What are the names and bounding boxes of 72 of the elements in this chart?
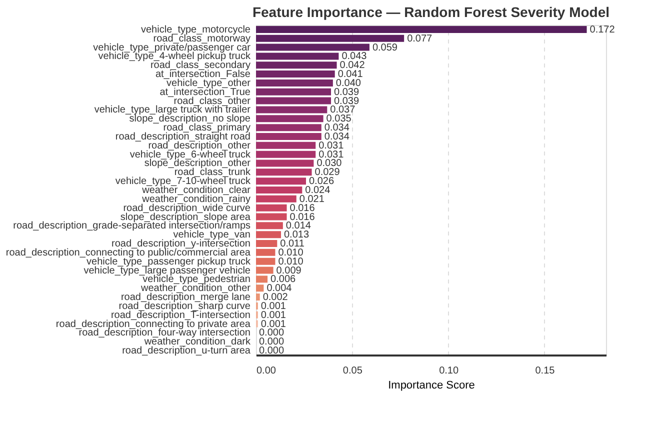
- data-label: 0.011: [280, 238, 305, 250]
- y-tick-label: vehicle_type_passenger pickup truck: [86, 256, 252, 268]
- y-tick-label: slope_description_slope area: [120, 212, 251, 223]
- data-label: 0.021: [299, 194, 325, 205]
- y-tick-label: at_intersection_True: [160, 86, 251, 98]
- y-tick-label: road_description_sharp curve: [118, 300, 251, 312]
- y-tick-label: road_description_wide curve: [123, 202, 251, 214]
- x-axis-title: Importance Score: [388, 380, 475, 392]
- data-label: 0.043: [342, 51, 368, 62]
- data-label: 0.059: [372, 42, 398, 54]
- y-tick-label: slope_description_other: [144, 158, 252, 170]
- x-tick-label: 0.15: [535, 366, 556, 376]
- data-label: 0.010: [278, 247, 304, 258]
- data-label: 0.172: [590, 24, 616, 36]
- y-tick-label: road_class_secondary: [150, 60, 250, 72]
- x-tick-label: 0.05: [342, 366, 363, 376]
- data-label: 0.001: [260, 300, 286, 312]
- data-label: 0.013: [284, 230, 310, 241]
- data-label: 0.009: [276, 265, 302, 276]
- y-tick-label: road_description_T-intersection: [110, 310, 250, 321]
- data-label: 0.014: [286, 220, 312, 232]
- data-label: 0.040: [336, 78, 362, 89]
- y-tick-label: weather_condition_dark: [143, 336, 252, 348]
- data-label: 0.016: [290, 212, 316, 223]
- y-tick-label: road_class_other: [174, 96, 252, 107]
- y-tick-label: weather_condition_clear: [141, 185, 252, 196]
- data-label: 0.042: [340, 60, 366, 72]
- data-label: 0.000: [259, 336, 284, 348]
- data-label: 0.001: [260, 310, 286, 321]
- data-label: 0.039: [334, 86, 360, 98]
- data-label: 0.031: [318, 149, 344, 160]
- data-label: 0.029: [314, 167, 340, 178]
- data-label: 0.077: [407, 33, 433, 44]
- data-label: 0.039: [334, 96, 360, 107]
- data-label: 0.006: [270, 274, 296, 286]
- data-label: 0.026: [309, 176, 334, 188]
- data-label: 0.035: [326, 114, 352, 125]
- y-tick-label: vehicle_type_pedestrian: [142, 274, 250, 286]
- y-tick-label: road_description_y-intersection: [112, 238, 250, 250]
- data-label: 0.034: [324, 131, 350, 142]
- y-tick-label: road_description_merge lane: [120, 292, 251, 304]
- y-tick-label: vehicle_type_van: [173, 230, 250, 241]
- y-tick-label: road_description_straight road: [115, 131, 250, 142]
- data-label: 0.000: [259, 328, 284, 339]
- x-tick-label: 0.10: [439, 366, 459, 376]
- data-label: 0.016: [290, 202, 316, 214]
- y-tick-label: road_description_u-turn area: [122, 346, 251, 357]
- y-tick-label: road_class_primary: [163, 122, 250, 134]
- y-tick-label: road_description_grade-separated intersection/ramps: [13, 220, 250, 232]
- y-tick-label: vehicle_type_private/passenger car: [93, 42, 252, 54]
- y-tick-label: weather_condition_rainy: [141, 194, 250, 205]
- data-label: 0.000: [259, 346, 284, 357]
- y-tick-label: vehicle_type_other: [166, 78, 252, 89]
- x-tick-label: 0.00: [256, 366, 276, 376]
- y-tick-label: road_description_other: [148, 140, 252, 152]
- y-tick-label: at_intersection_False: [155, 69, 251, 80]
- y-tick-label: road_class_trunk: [174, 167, 252, 178]
- data-label: 0.030: [316, 158, 342, 170]
- data-label: 0.001: [260, 318, 286, 330]
- data-label: 0.010: [278, 256, 304, 268]
- data-label: 0.024: [305, 185, 331, 196]
- data-label: 0.034: [324, 122, 350, 134]
- data-label: 0.031: [318, 140, 344, 152]
- y-tick-label: road_description_connecting to public/commercial area: [6, 247, 251, 258]
- y-tick-label: vehicle_type_motorcycle: [141, 24, 251, 36]
- y-tick-label: road_description_connecting to private area: [56, 318, 251, 330]
- data-label: 0.037: [330, 104, 356, 116]
- y-tick-label: road_class_motorway: [153, 33, 250, 44]
- data-label: 0.041: [338, 69, 364, 80]
- data-label: 0.004: [266, 283, 292, 294]
- data-label: 0.002: [262, 292, 288, 304]
- chart-title: Feature Importance — Random Forest Severity Model: [252, 4, 610, 20]
